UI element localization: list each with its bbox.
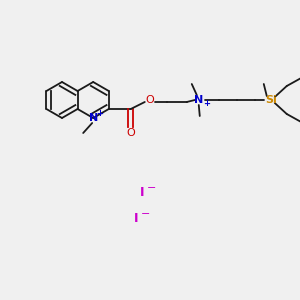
Text: +: + (96, 110, 103, 118)
Text: Si: Si (265, 95, 277, 105)
Text: +: + (203, 100, 210, 109)
Text: I: I (134, 212, 138, 224)
Text: N: N (88, 113, 98, 123)
Text: −: − (147, 183, 157, 193)
Text: O: O (146, 95, 154, 105)
Text: I: I (140, 185, 144, 199)
Text: −: − (141, 209, 151, 219)
Text: O: O (126, 128, 135, 138)
Text: N: N (194, 95, 203, 105)
